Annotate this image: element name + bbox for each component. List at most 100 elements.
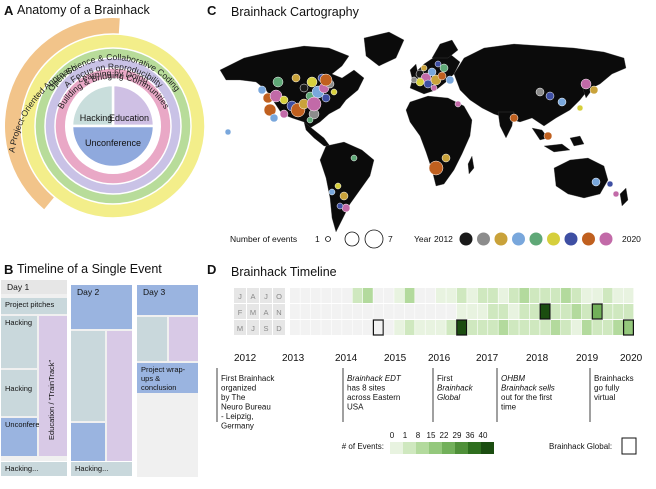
project-pitches-block: Project pitches [1, 298, 67, 314]
timeline-cell [571, 320, 582, 335]
timeline-cell [446, 320, 457, 335]
day-1-column: Day 1 Project pitches Hacking Hacking Un… [1, 280, 67, 461]
events-legend-scale: 0 1 8 15 22 29 36 40 [390, 431, 494, 454]
timeline-cell [581, 320, 592, 335]
day-2-unconference-block [71, 423, 105, 461]
event-bubble [279, 109, 289, 119]
month-label: O [276, 292, 282, 301]
day-2-hacking-block [71, 331, 105, 421]
events-legend-swatch [416, 442, 429, 454]
timeline-cell-global [591, 303, 603, 320]
event-bubble [430, 84, 438, 92]
event-bubble [306, 116, 314, 124]
event-bubble [339, 191, 349, 201]
month-cell [260, 320, 272, 335]
timeline-cell [581, 288, 592, 303]
panel-d-title: Brainhack Timeline [231, 265, 337, 279]
year-swatch-5 [547, 232, 560, 246]
hacking-block-2: Hacking [1, 370, 37, 416]
event-bubble [428, 160, 444, 176]
events-legend-label: # of Events: [342, 442, 384, 451]
education-label: Education [109, 113, 149, 123]
timeline-cell [310, 304, 321, 319]
annotation-text: First [437, 374, 453, 383]
event-bubble [434, 60, 442, 68]
new-zealand [619, 187, 629, 207]
month-label: D [276, 324, 282, 333]
panel-b-title: Timeline of a Single Event [17, 262, 162, 276]
events-legend-tick: 15 [427, 431, 436, 440]
timeline-cell [602, 320, 613, 335]
timeline-cell [623, 288, 634, 303]
hacking-wedge [70, 83, 115, 128]
event-bubble [589, 85, 599, 95]
month-label: A [250, 292, 255, 301]
events-legend-swatch [481, 442, 494, 454]
timeline-cell-global [456, 319, 468, 336]
size-legend-min: 1 [315, 234, 320, 244]
timeline-cell [331, 288, 342, 303]
madagascar [467, 155, 475, 175]
year-swatch-1 [477, 232, 490, 246]
timeline-cell [508, 304, 519, 319]
panel-a-letter: A [4, 3, 14, 18]
year-swatch-6 [564, 232, 578, 246]
timeline-cell [321, 320, 332, 335]
year-label-2016: 2016 [428, 353, 451, 364]
month-cell [234, 304, 246, 319]
timeline-cell [613, 288, 623, 303]
month-cell [273, 304, 285, 319]
timeline-cell [529, 288, 540, 303]
timeline-cell [331, 320, 342, 335]
timeline-cell-global [372, 319, 384, 336]
year-label-2018: 2018 [526, 353, 549, 364]
timeline-cell [498, 288, 509, 303]
year-label-2017: 2017 [476, 353, 499, 364]
annotation-text: Brainhack sells [501, 384, 555, 393]
event-bubble [535, 87, 545, 97]
hacking-label: Hacking [80, 113, 113, 123]
timeline-cell [498, 320, 509, 335]
event-bubble [341, 203, 351, 213]
world-map: Number of events 1 7 Year 2012 2020 [219, 31, 641, 249]
annotation-text: - Leipzig, [221, 412, 253, 421]
timeline-cell [519, 288, 530, 303]
events-legend-tick: 1 [403, 431, 408, 440]
timeline-cell [290, 288, 300, 303]
central-america [303, 121, 331, 147]
event-bubble [591, 177, 601, 187]
timeline-cell [290, 320, 300, 335]
event-bubble [319, 73, 333, 87]
month-cell [247, 320, 259, 335]
timeline-cell [488, 320, 498, 335]
timeline-cell [425, 304, 436, 319]
timeline-cell [581, 304, 592, 319]
event-bubble [606, 180, 614, 188]
event-bubble [336, 202, 344, 210]
day-3-header: Day 3 [137, 285, 198, 299]
timeline-cell [446, 288, 457, 303]
size-legend-circle-2 [344, 231, 360, 247]
year-legend-end: 2020 [622, 234, 641, 244]
timeline-cell [446, 304, 457, 319]
event-bubble [263, 103, 277, 117]
timeline-cell [415, 304, 425, 319]
month-cell [234, 288, 246, 303]
day-2-morning-block [71, 299, 132, 329]
event-bubble [437, 71, 447, 81]
event-bubble [410, 76, 418, 84]
timeline-cell [467, 304, 478, 319]
annotation-text: go fully [594, 384, 619, 393]
day-1-hacking-continues: Hacking... [1, 462, 67, 476]
month-label: M [237, 324, 243, 333]
annotation-text: has 8 sites [347, 384, 385, 393]
month-label: S [263, 324, 268, 333]
event-bubble [328, 188, 336, 196]
timeline-cell-global [622, 319, 634, 336]
event-bubble [334, 182, 342, 190]
timeline-cell [290, 304, 300, 319]
event-bubble [545, 91, 555, 101]
timeline-cell [300, 288, 311, 303]
education-track-label: Education / "TrainTrack" [47, 359, 56, 440]
timeline-cell [415, 320, 425, 335]
